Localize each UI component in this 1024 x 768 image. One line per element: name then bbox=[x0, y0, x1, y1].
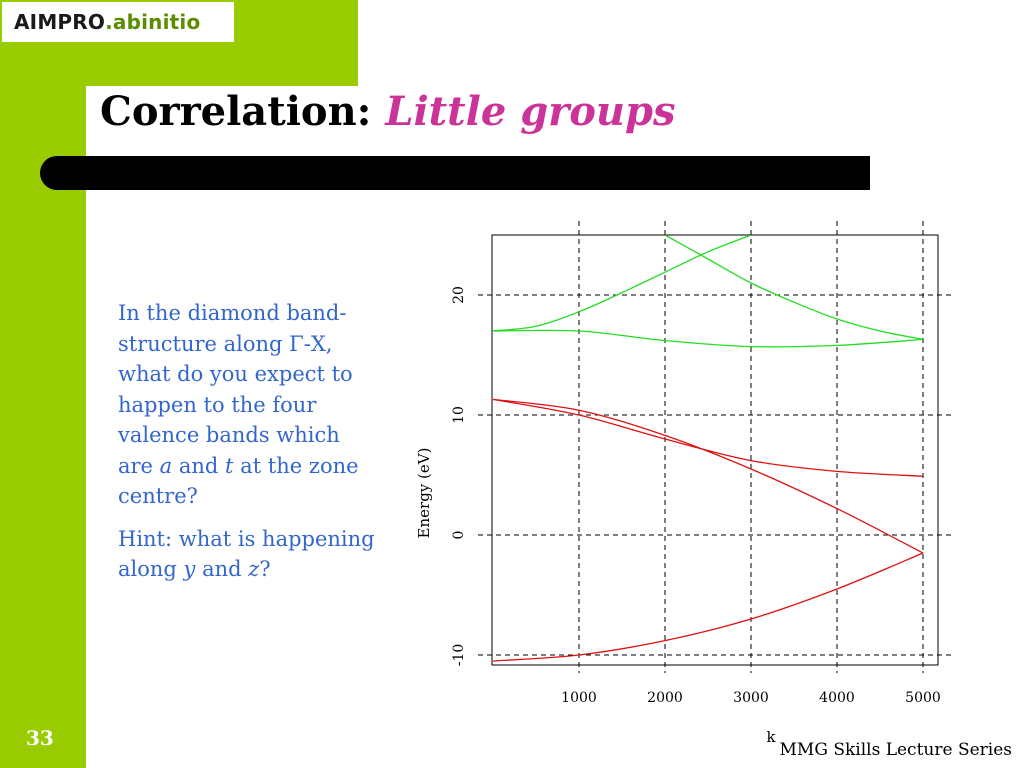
question-text: In the diamond band-structure along Γ-X,… bbox=[118, 298, 380, 597]
q-symbol-a: a bbox=[159, 453, 173, 478]
title-underline-bar bbox=[40, 156, 870, 190]
y-tick-label: 20 bbox=[451, 286, 467, 304]
plot-frame bbox=[491, 234, 939, 666]
x-tick-label: 2000 bbox=[647, 690, 683, 706]
hint-text-3: ? bbox=[259, 557, 271, 581]
hint-paragraph: Hint: what is happening along y and z? bbox=[118, 524, 380, 585]
band-line-1 bbox=[492, 329, 924, 348]
y-axis-label: Energy (eV) bbox=[415, 448, 433, 539]
logo-text-abinitio: .abinitio bbox=[105, 10, 201, 34]
title-prefix: Correlation: bbox=[100, 88, 386, 135]
question-paragraph: In the diamond band-structure along Γ-X,… bbox=[118, 298, 380, 512]
x-axis-label: k bbox=[766, 728, 776, 746]
hint-symbol-y: y bbox=[183, 557, 196, 581]
y-tick-label: 10 bbox=[451, 406, 467, 424]
q-symbol-t: t bbox=[225, 453, 234, 478]
q-text-1: In the diamond band-structure along Γ-X,… bbox=[118, 301, 353, 478]
page-number: 33 bbox=[26, 726, 54, 750]
band-line-3 bbox=[664, 235, 924, 341]
band-line-6 bbox=[492, 552, 924, 662]
aimpro-logo: AIMPRO .abinitio bbox=[2, 2, 234, 42]
logo-text-aimpro: AIMPRO bbox=[14, 10, 106, 34]
y-tick-label: -10 bbox=[451, 644, 467, 667]
footer-text: MMG Skills Lecture Series bbox=[779, 740, 1012, 760]
hint-text-2: and bbox=[195, 557, 249, 581]
left-green-band bbox=[0, 0, 86, 768]
hint-symbol-z: z bbox=[248, 557, 260, 581]
x-tick-label: 4000 bbox=[819, 690, 855, 706]
title-accent: Little groups bbox=[385, 88, 676, 135]
q-text-2: and bbox=[172, 453, 226, 478]
band-line-4 bbox=[492, 398, 924, 477]
band-line-2 bbox=[492, 235, 752, 332]
hint-text-1: Hint: what is happening along bbox=[118, 526, 375, 582]
x-tick-label: 1000 bbox=[561, 690, 597, 706]
band-line-5 bbox=[492, 398, 924, 554]
content-corner bbox=[86, 86, 166, 166]
band-structure-chart: 1000 2000 3000 4000 5000 -10 0 10 20 k Energy (eV) bbox=[415, 221, 952, 746]
q-text-3: at the zone centre? bbox=[118, 453, 359, 509]
x-tick-label: 5000 bbox=[905, 690, 941, 706]
slide-title: Correlation: Little groups bbox=[100, 88, 676, 135]
y-tick-label: 0 bbox=[451, 531, 467, 540]
x-tick-label: 3000 bbox=[733, 690, 769, 706]
